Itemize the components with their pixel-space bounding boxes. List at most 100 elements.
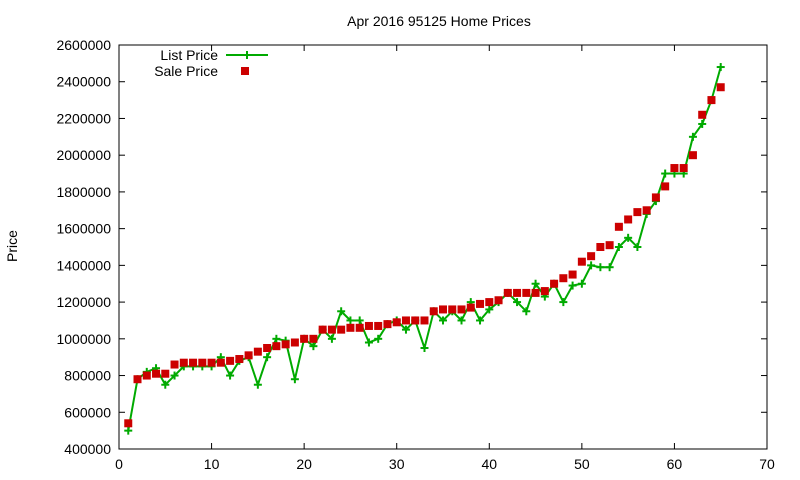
x-tick-label: 40 (481, 456, 497, 472)
point-list-price (309, 342, 318, 351)
point-sale-price (411, 316, 420, 325)
point-list-price (531, 279, 540, 288)
point-sale-price (355, 323, 364, 332)
point-list-price (457, 316, 466, 325)
point-sale-price (448, 305, 457, 314)
point-sale-price (179, 358, 188, 367)
point-list-price (161, 380, 170, 389)
point-list-price (605, 263, 614, 272)
point-sale-price (559, 274, 568, 283)
point-list-price (337, 307, 346, 316)
y-tick-label: 400000 (64, 441, 111, 457)
x-tick-label: 60 (667, 456, 683, 472)
point-list-price (522, 307, 531, 316)
point-sale-price (170, 360, 179, 369)
point-list-price (559, 298, 568, 307)
point-sale-price (124, 419, 133, 428)
point-sale-price (485, 298, 494, 307)
point-list-price (226, 371, 235, 380)
point-list-price (124, 426, 133, 435)
point-sale-price (300, 334, 309, 343)
point-sale-price (577, 257, 586, 266)
point-list-price (587, 261, 596, 270)
point-sale-price (263, 344, 272, 352)
point-sale-price (651, 193, 660, 202)
y-tick-label: 1200000 (56, 294, 111, 310)
point-sale-price (272, 342, 281, 351)
point-sale-price (290, 338, 299, 347)
point-sale-price (550, 279, 559, 288)
x-tick-label: 70 (759, 456, 775, 472)
point-sale-price (318, 325, 327, 334)
point-sale-price (374, 321, 383, 330)
point-sale-price (661, 182, 670, 191)
point-sale-price (152, 369, 161, 378)
point-sale-price (531, 288, 540, 297)
legend: List Price Sale Price (154, 47, 268, 79)
point-sale-price (596, 243, 605, 251)
series-line-list-price (127, 66, 722, 431)
y-tick-label: 1400000 (56, 257, 111, 273)
point-sale-price (522, 288, 531, 297)
point-list-price (420, 344, 429, 352)
plot-frame (118, 44, 768, 450)
point-sale-price (383, 320, 392, 329)
legend-label-sale-price: Sale Price (154, 63, 218, 79)
point-list-price (170, 371, 179, 380)
point-sale-price (642, 206, 651, 215)
y-tick-label: 2600000 (56, 37, 111, 53)
point-sale-price (698, 110, 707, 119)
x-tick-label: 30 (389, 456, 405, 472)
y-tick-label: 1800000 (56, 184, 111, 200)
point-sale-price (133, 375, 142, 384)
point-sale-price (466, 303, 475, 312)
point-sale-price (235, 355, 244, 364)
point-list-price (346, 316, 355, 325)
y-tick-label: 2200000 (56, 110, 111, 126)
point-sale-price (540, 287, 549, 296)
point-sale-price (309, 334, 318, 343)
point-sale-price (476, 299, 485, 308)
point-sale-price (226, 356, 235, 365)
point-sale-price (327, 325, 336, 334)
plot-area: 0 10 20 30 40 50 60 70 400000 600000 800000 1000000… (56, 37, 775, 472)
legend-label-list-price: List Price (160, 47, 218, 63)
y-axis-label: Price (4, 230, 20, 262)
point-sale-price (503, 288, 512, 297)
point-sale-price (142, 371, 151, 380)
point-list-price (577, 279, 586, 288)
chart-title: Apr 2016 95125 Home Prices (347, 13, 531, 29)
point-sale-price (688, 151, 697, 160)
point-sale-price (346, 323, 355, 332)
y-tick-label: 2000000 (56, 147, 111, 163)
point-list-price (633, 243, 642, 251)
point-sale-price (679, 164, 688, 173)
point-list-price (624, 233, 633, 242)
point-list-price (614, 243, 623, 251)
point-sale-price (587, 252, 596, 261)
point-list-price (327, 334, 336, 343)
point-list-price (513, 298, 522, 307)
point-sale-price (568, 270, 577, 279)
point-sale-price (420, 316, 429, 325)
point-list-price (290, 375, 299, 384)
point-sale-price (439, 305, 447, 314)
point-list-price (476, 316, 485, 325)
x-tick-label: 50 (574, 456, 590, 472)
point-sale-price (189, 358, 198, 367)
point-sale-price (337, 325, 346, 334)
point-sale-price (614, 222, 623, 231)
point-sale-price (392, 318, 401, 327)
legend-plus-marker (243, 51, 251, 59)
y-tick-label: 800000 (64, 368, 111, 384)
point-list-price (374, 334, 383, 343)
point-list-price (485, 305, 494, 314)
legend-marker-sale-price (241, 67, 249, 75)
point-sale-price (207, 358, 216, 367)
point-list-price (401, 325, 410, 334)
point-sale-price (253, 347, 262, 356)
point-sale-price (707, 96, 716, 105)
y-tick-label: 1600000 (56, 221, 111, 237)
point-sale-price (429, 307, 438, 316)
